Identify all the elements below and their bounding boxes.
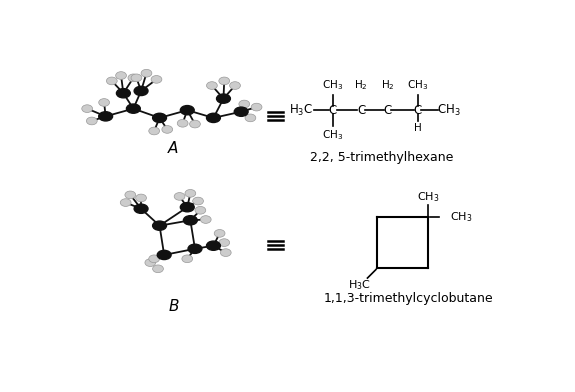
Ellipse shape [182,255,193,263]
Text: C: C [357,103,366,117]
Ellipse shape [185,189,196,197]
Text: H$_3$C: H$_3$C [347,278,370,292]
Ellipse shape [134,204,148,213]
Ellipse shape [128,74,139,82]
Ellipse shape [152,221,167,230]
Ellipse shape [106,77,117,85]
Text: C: C [413,103,421,117]
Ellipse shape [120,199,131,207]
Text: C: C [329,103,337,117]
Text: H$_2$: H$_2$ [381,79,394,93]
Ellipse shape [193,197,204,205]
Text: CH$_3$: CH$_3$ [322,78,343,92]
Text: C: C [384,103,392,117]
Ellipse shape [239,100,250,108]
Ellipse shape [99,112,113,121]
Text: B: B [168,299,179,314]
Ellipse shape [195,207,206,214]
Ellipse shape [99,99,109,106]
Ellipse shape [136,194,147,202]
Ellipse shape [217,94,231,103]
Text: CH$_3$: CH$_3$ [450,211,472,224]
Ellipse shape [174,192,185,200]
Ellipse shape [200,216,211,223]
Text: H$_3$C: H$_3$C [289,103,313,118]
Ellipse shape [177,120,188,127]
Text: 1,1,3-trimethylcyclobutane: 1,1,3-trimethylcyclobutane [324,292,493,305]
Ellipse shape [82,105,93,113]
Ellipse shape [181,105,194,115]
Ellipse shape [206,82,217,89]
Ellipse shape [134,86,148,96]
Text: H: H [413,123,421,133]
Ellipse shape [220,249,231,256]
Ellipse shape [229,82,240,89]
Ellipse shape [151,76,162,83]
Ellipse shape [125,191,136,199]
Ellipse shape [214,230,225,237]
Ellipse shape [141,69,152,77]
Ellipse shape [116,72,126,80]
Ellipse shape [145,259,156,267]
Text: H$_2$: H$_2$ [354,79,368,93]
Ellipse shape [245,114,256,122]
Ellipse shape [183,216,197,225]
Ellipse shape [162,125,172,133]
Ellipse shape [219,239,229,247]
Ellipse shape [157,250,171,260]
Ellipse shape [206,241,220,250]
Ellipse shape [152,113,167,123]
Ellipse shape [149,127,159,135]
Ellipse shape [126,104,140,113]
Ellipse shape [206,113,220,123]
Ellipse shape [190,120,200,128]
Ellipse shape [181,203,194,212]
Text: A: A [168,141,179,156]
Ellipse shape [188,244,202,253]
Text: CH$_3$: CH$_3$ [407,78,428,92]
Ellipse shape [251,103,262,111]
Ellipse shape [86,117,97,125]
Ellipse shape [116,89,131,98]
Ellipse shape [149,255,159,263]
Text: CH$_3$: CH$_3$ [322,129,343,142]
Ellipse shape [152,265,163,273]
Text: CH$_3$: CH$_3$ [437,103,461,118]
Ellipse shape [219,77,229,85]
Ellipse shape [234,107,248,116]
Text: CH$_3$: CH$_3$ [417,190,439,204]
Ellipse shape [131,74,142,82]
Text: 2,2, 5-trimethylhexane: 2,2, 5-trimethylhexane [309,151,453,164]
